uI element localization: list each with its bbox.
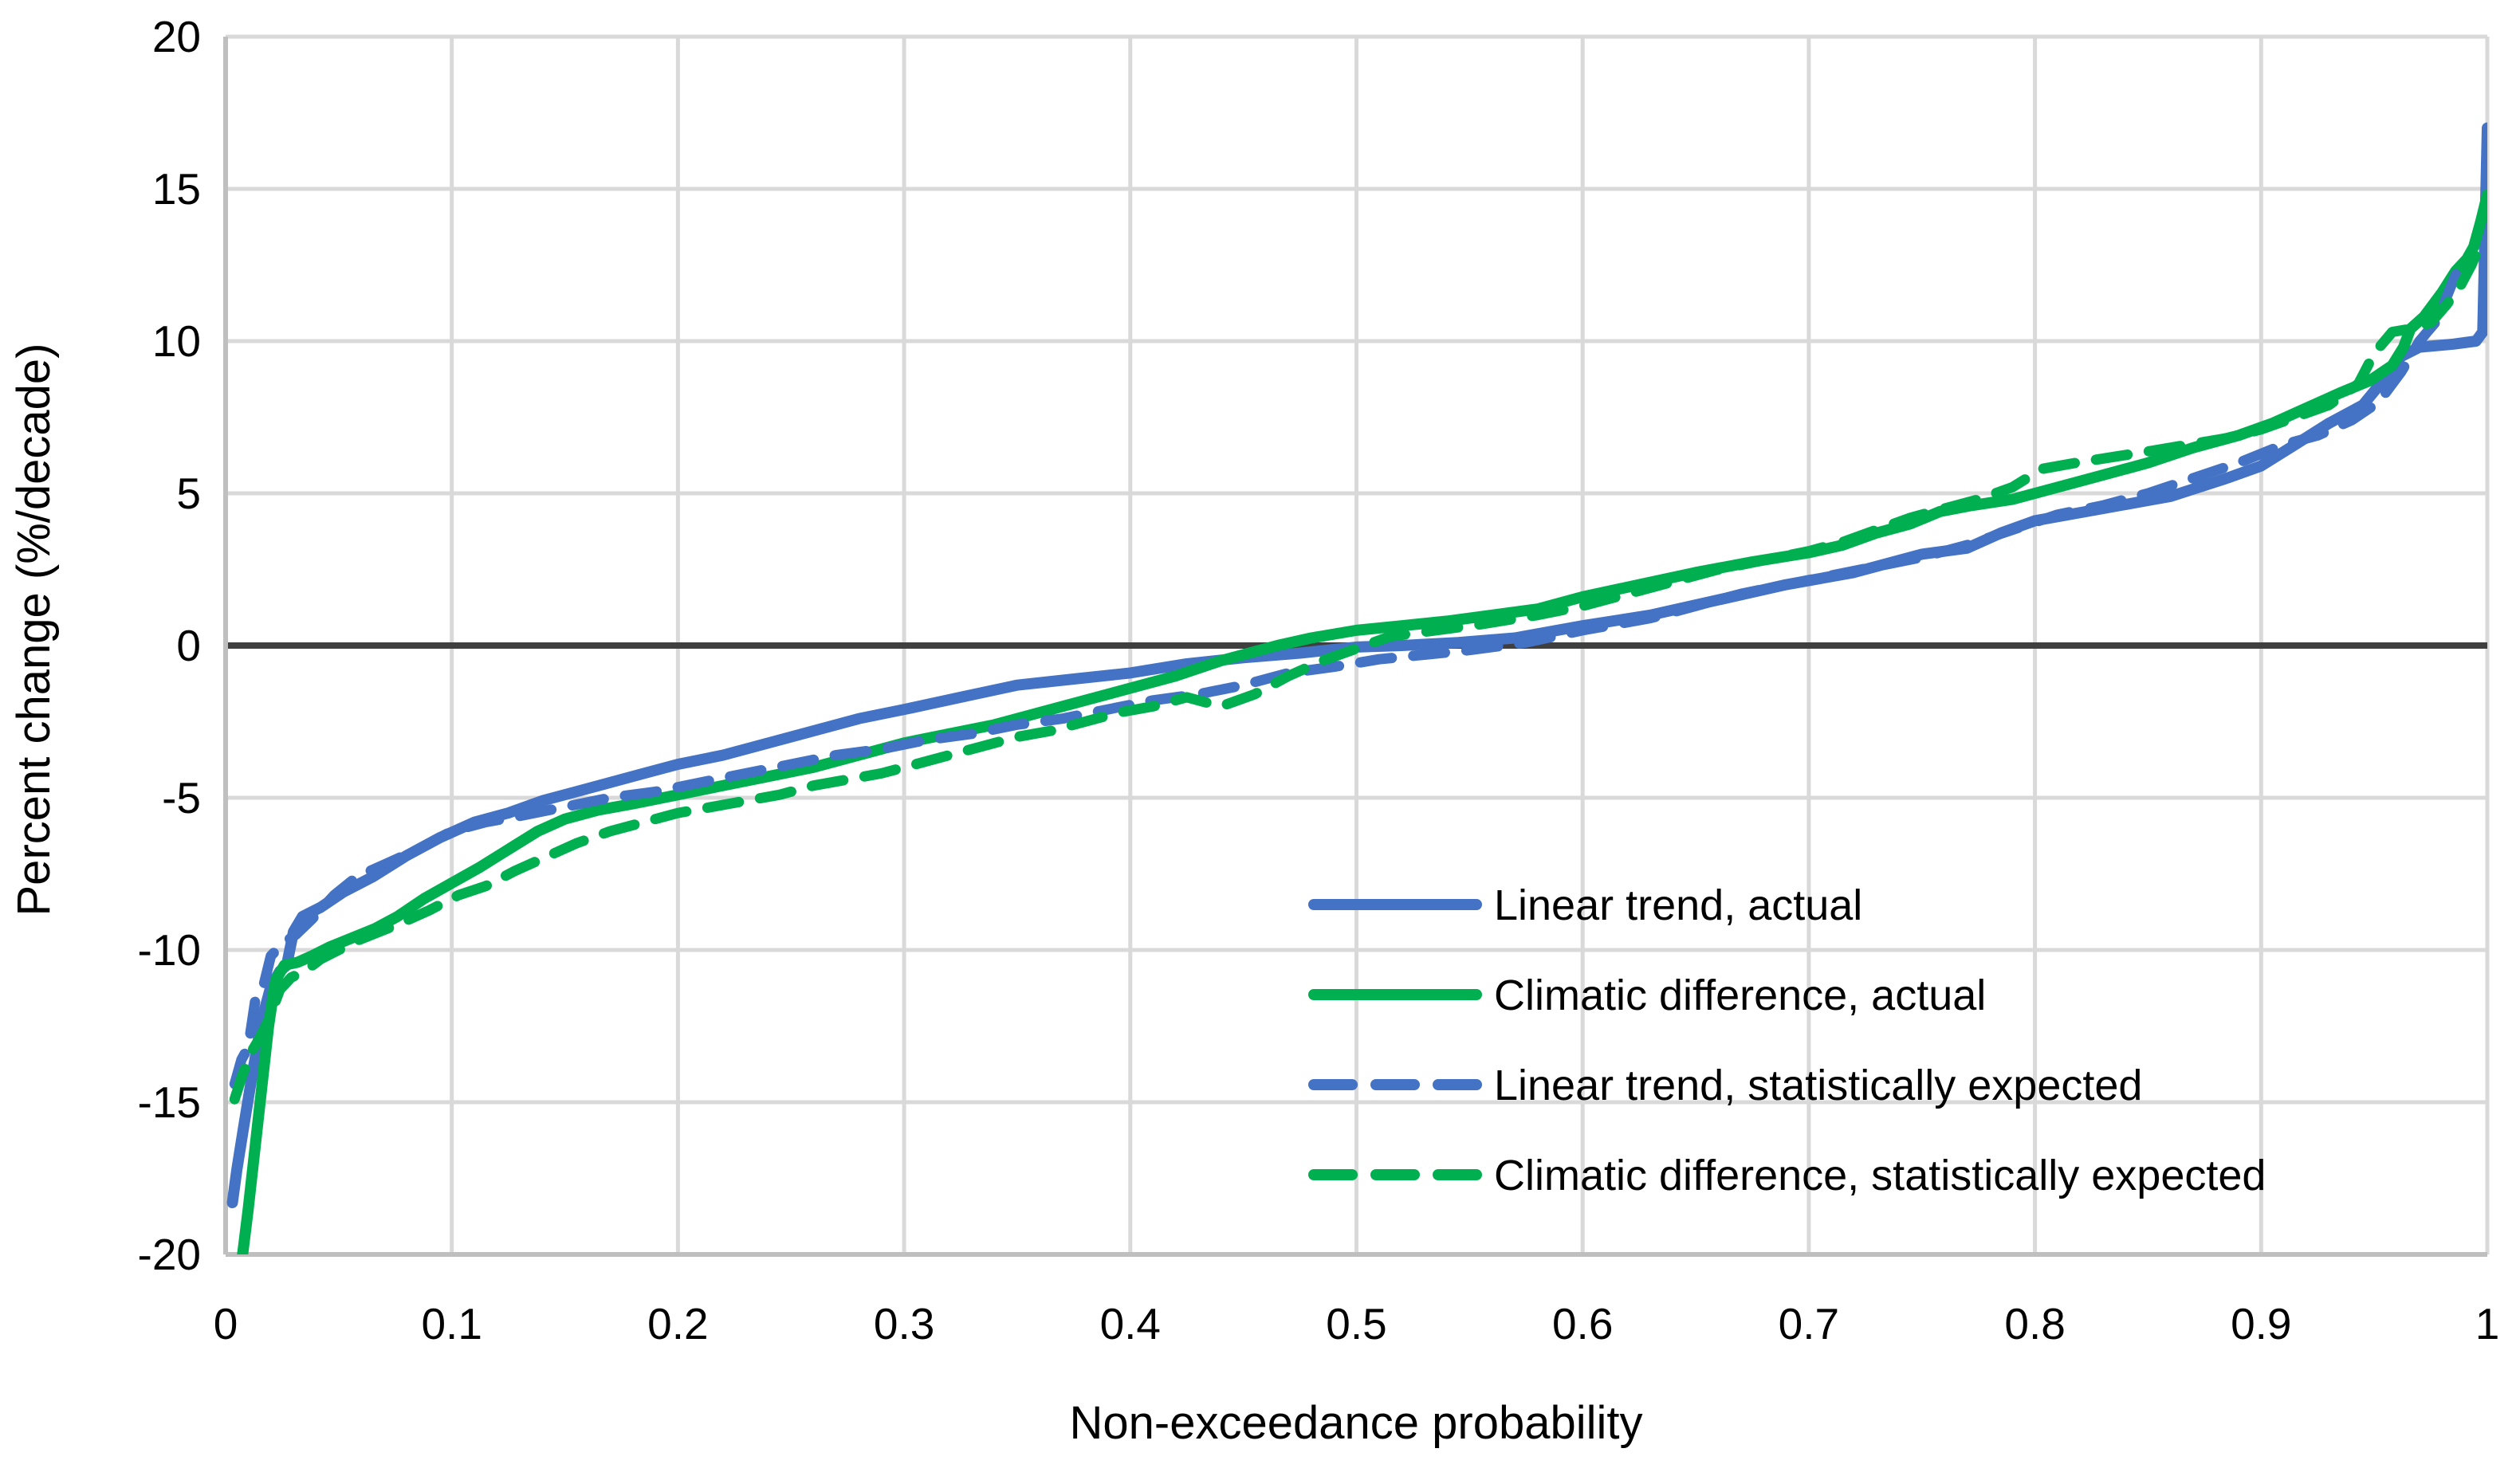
y-tick-label: 20 [152,12,201,61]
x-tick-label: 1 [2475,1299,2500,1348]
series-line-solid-blue [226,122,2487,1209]
legend-item: Linear trend, statistically expected [1308,1062,2142,1109]
x-tick-label: 0.6 [1552,1299,1613,1348]
legend: Linear trend, actual Climatic difference,… [1308,881,2266,1199]
y-tick-label: 0 [176,621,201,670]
x-tick-label: 0.5 [1326,1299,1386,1348]
y-tick-label: -20 [138,1230,202,1279]
y-axis-tick-labels: -20 -15 -10 -5 0 5 10 15 20 [138,12,202,1279]
y-axis-title: Percent change (%/decade) [8,343,60,917]
y-tick-label: -15 [138,1078,202,1127]
legend-label: Climatic difference, statistically expec… [1494,1152,2266,1199]
y-tick-label: 15 [152,164,201,214]
y-tick-label: 5 [176,469,201,518]
axis-lines [223,37,2487,1257]
legend-item: Climatic difference, actual [1308,972,1986,1019]
legend-label: Linear trend, actual [1494,881,1862,929]
series-line-solid-green [237,189,2487,1254]
y-tick-label: -10 [138,925,202,975]
x-axis-title: Non-exceedance probability [1070,1397,1643,1449]
x-tick-label: 0.4 [1100,1299,1161,1348]
x-tick-label: 0.8 [2004,1299,2065,1348]
x-tick-label: 0.3 [874,1299,934,1348]
x-axis-tick-labels: 0 0.1 0.2 0.3 0.4 0.5 0.6 0.7 0.8 0.9 1 [214,1299,2500,1348]
x-tick-label: 0.1 [421,1299,482,1348]
x-tick-label: 0.7 [1779,1299,1839,1348]
y-tick-label: 10 [152,316,201,366]
x-tick-label: 0.2 [647,1299,708,1348]
series-line-dashed-green [229,238,2486,1105]
legend-item: Climatic difference, statistically expec… [1308,1152,2266,1199]
series-line-dashed-blue [229,250,2471,1089]
x-tick-label: 0 [214,1299,238,1348]
y-tick-label: -5 [162,773,201,822]
x-tick-label: 0.9 [2231,1299,2291,1348]
legend-label: Climatic difference, actual [1494,972,1986,1019]
series-lines [226,122,2487,1254]
legend-label: Linear trend, statistically expected [1494,1062,2142,1109]
legend-item: Linear trend, actual [1308,881,1862,929]
